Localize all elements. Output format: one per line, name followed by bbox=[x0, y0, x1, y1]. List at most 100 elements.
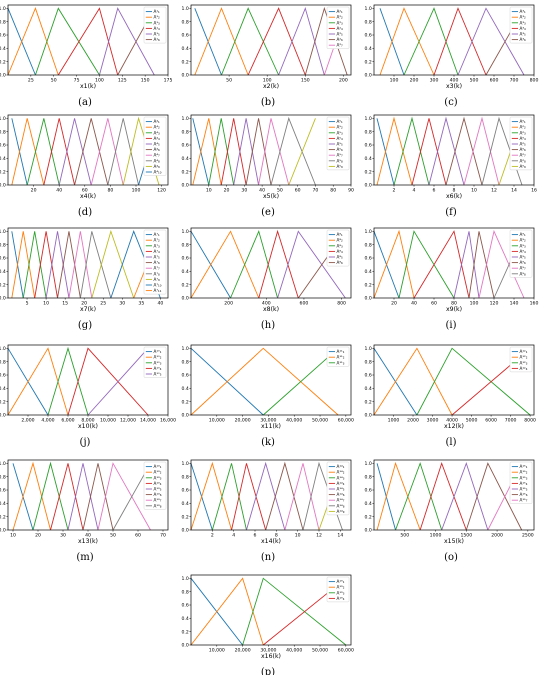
legend-entry-g-1: A⁷₁ bbox=[154, 232, 161, 237]
series-line-e-3 bbox=[208, 118, 235, 186]
axes-frame-e bbox=[190, 114, 352, 186]
y-tick-label-m-0: 0.0 bbox=[0, 528, 6, 534]
x-tick-label-c-4: 500 bbox=[470, 78, 479, 84]
x-tick-label-n-1: 4 bbox=[232, 533, 235, 539]
series-line-h-2 bbox=[190, 230, 260, 299]
chart-panel-j: 2,000 4,000 6,000 8,000 10,000 12,000 14,000 16… bbox=[0, 344, 176, 448]
y-tick-label-n-0: 0.0 bbox=[181, 528, 188, 534]
y-tick-label-a-5: 1.0 bbox=[0, 6, 6, 12]
legend-box-n bbox=[326, 461, 350, 516]
x-tick-label-a-2: 75 bbox=[74, 78, 80, 84]
x-tick-label-d-2: 60 bbox=[82, 188, 88, 194]
legend-entry-e-9: A⁵₉ bbox=[337, 164, 344, 169]
x-axis-label-h: x8(k) bbox=[263, 306, 279, 313]
legend-entry-f-5: A⁶₅ bbox=[520, 142, 527, 147]
y-tick-label-e-2: 0.4 bbox=[181, 156, 188, 162]
legend-entry-d-7: A⁴₇ bbox=[154, 153, 161, 158]
legend-entry-i-2: A⁹₂ bbox=[520, 238, 527, 243]
series-line-n-4 bbox=[231, 463, 267, 531]
x-tick-label-p-2: 30,000 bbox=[260, 648, 276, 654]
axes-frame-p bbox=[190, 574, 352, 646]
x-tick-label-c-7: 800 bbox=[530, 78, 539, 84]
legend-entry-b-7: A²₇ bbox=[337, 43, 344, 48]
y-tick-label-i-0: 0.0 bbox=[364, 296, 371, 302]
chart-panel-n: 2 4 6 8 10 12 140.00.20.40.60.81.0x14(k)A¹⁴₁A¹… bbox=[181, 459, 352, 563]
series-line-b-6 bbox=[304, 6, 348, 76]
x-tick-label-i-7: 160 bbox=[530, 301, 539, 307]
series-line-e-2 bbox=[192, 118, 222, 186]
series-line-f-6 bbox=[445, 116, 483, 186]
x-tick-label-n-4: 10 bbox=[295, 533, 301, 539]
y-tick-label-p-5: 1.0 bbox=[181, 576, 188, 582]
x-tick-label-i-4: 100 bbox=[470, 301, 479, 307]
legend-entry-c-2: A³₂ bbox=[520, 15, 527, 20]
y-tick-label-m-5: 1.0 bbox=[0, 461, 6, 467]
y-tick-label-i-2: 0.4 bbox=[364, 269, 371, 275]
series-line-m-5 bbox=[67, 463, 99, 531]
series-line-o-6 bbox=[465, 462, 523, 531]
x-tick-label-c-1: 200 bbox=[410, 78, 419, 84]
panel-caption-g: (g) bbox=[78, 320, 92, 331]
legend-entry-f-2: A⁶₂ bbox=[520, 125, 527, 130]
x-axis-label-p: x16(k) bbox=[261, 653, 281, 660]
legend-entry-n-9: A¹⁴₉ bbox=[337, 509, 345, 514]
legend-entry-j-5: A¹⁰₅ bbox=[154, 372, 162, 377]
legend-entry-h-3: A⁸₃ bbox=[337, 243, 344, 248]
axes-frame-n bbox=[190, 459, 352, 531]
legend-entry-i-5: A⁹₅ bbox=[520, 255, 527, 260]
legend-entry-c-5: A³₅ bbox=[520, 32, 527, 37]
legend-entry-m-3: A¹³₃ bbox=[154, 475, 162, 480]
x-tick-label-f-4: 10 bbox=[471, 188, 477, 194]
series-line-i-3 bbox=[398, 230, 455, 299]
legend-entry-g-9: A⁷₉ bbox=[154, 277, 161, 282]
y-tick-label-g-4: 0.8 bbox=[0, 242, 6, 248]
legend-entry-m-6: A¹³₆ bbox=[154, 492, 162, 497]
x-tick-label-k-5: 60,000 bbox=[338, 418, 354, 424]
x-axis-label-j: x10(k) bbox=[78, 423, 98, 430]
legend-entry-e-5: A⁵₅ bbox=[337, 142, 344, 147]
x-tick-label-c-3: 400 bbox=[450, 78, 459, 84]
y-tick-label-b-3: 0.6 bbox=[181, 33, 188, 39]
legend-entry-f-9: A⁶₉ bbox=[520, 164, 527, 169]
legend-entry-d-6: A⁴₆ bbox=[154, 147, 161, 152]
x-tick-label-o-1: 1000 bbox=[430, 533, 442, 539]
panel-caption-m: (m) bbox=[76, 552, 93, 563]
x-tick-label-p-3: 40,000 bbox=[286, 648, 302, 654]
x-tick-label-p-1: 20,000 bbox=[235, 648, 251, 654]
series-line-l-3 bbox=[416, 347, 531, 416]
panel-caption-j: (j) bbox=[80, 437, 91, 448]
series-line-d-4 bbox=[43, 118, 75, 186]
series-line-g-4 bbox=[34, 231, 58, 299]
x-tick-label-l-2: 3000 bbox=[427, 418, 439, 424]
legend-entry-f-8: A⁶₈ bbox=[520, 158, 527, 163]
series-line-m-7 bbox=[97, 462, 151, 531]
legend-entry-e-1: A⁵₁ bbox=[337, 119, 344, 124]
panel-caption-a: (a) bbox=[78, 97, 92, 108]
x-tick-label-a-1: 50 bbox=[51, 78, 57, 84]
x-tick-label-j-0: 2,000 bbox=[21, 418, 34, 424]
y-tick-label-d-1: 0.2 bbox=[0, 169, 6, 175]
y-tick-label-i-5: 1.0 bbox=[364, 229, 371, 235]
series-line-h-3 bbox=[230, 229, 279, 299]
chart-panel-i: 20 40 60 80 100 120 140 160 0.0 0.2 0.4 0.6 0.8 1.0 x9… bbox=[364, 227, 539, 331]
legend-entry-o-6: A¹⁵₆ bbox=[520, 492, 528, 497]
series-line-e-9 bbox=[288, 118, 316, 186]
series-line-n-6 bbox=[265, 461, 304, 531]
x-tick-label-f-2: 6 bbox=[433, 188, 436, 194]
axes-frame-d bbox=[7, 114, 169, 186]
x-tick-label-j-2: 6,000 bbox=[61, 418, 74, 424]
chart-panel-a: 25 50 75 100 125 150 175 0.0 0.2 0.4 0.6 0.8 1.0 x1(k… bbox=[0, 4, 172, 108]
legend-box-j bbox=[143, 346, 167, 378]
legend-box-m bbox=[143, 461, 167, 510]
legend-entry-b-1: A²₁ bbox=[337, 9, 344, 14]
series-line-o-4 bbox=[419, 461, 467, 531]
legend-entry-m-7: A¹³₇ bbox=[154, 498, 162, 503]
legend-entry-n-2: A¹⁴₂ bbox=[337, 470, 345, 475]
legend-entry-m-5: A¹³₅ bbox=[154, 487, 162, 492]
x-tick-label-n-0: 2 bbox=[211, 533, 214, 539]
